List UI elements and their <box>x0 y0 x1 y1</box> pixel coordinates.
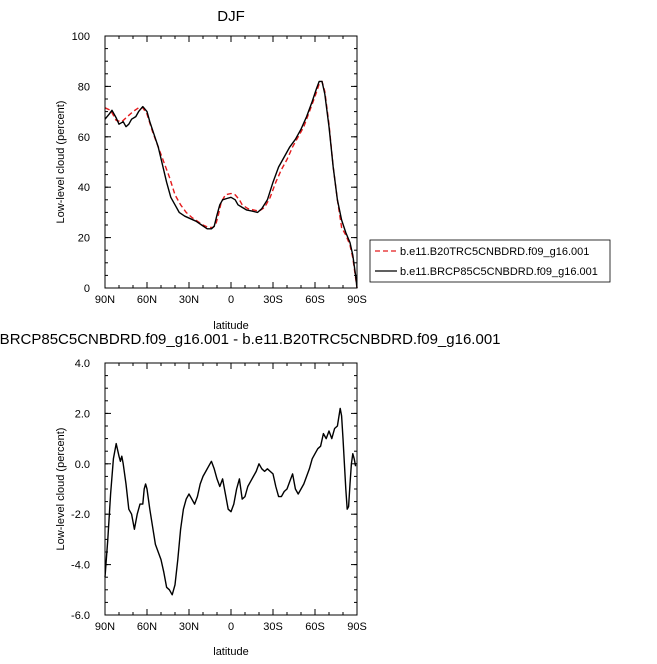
top-chart-ticks: 90N 60N 30N 0 30S 60S 90S 0 20 40 60 80 100 <box>72 31 367 306</box>
bottom-chart-xtick-label: 60N <box>137 621 157 633</box>
bottom-chart-ytick-label: 4.0 <box>75 358 90 370</box>
top-chart-series-line-2 <box>104 80 358 289</box>
bottom-chart-frame <box>104 362 358 616</box>
legend: b.e11.B20TRC5CNBDRD.f09_g16.001 b.e11.BR… <box>369 239 611 283</box>
top-chart-xtick-label: 60S <box>305 294 325 306</box>
bottom-chart-series-line-1 <box>104 407 357 596</box>
bottom-chart-ytick-label: -2.0 <box>71 509 90 521</box>
bottom-chart-ytick-label: -4.0 <box>71 560 90 572</box>
top-chart-ytick-label: 80 <box>78 81 90 93</box>
bottom-chart-panel: .BRCP85C5CNBDRD.f09_g16.001 - b.e11.B20T… <box>0 331 500 658</box>
top-chart-ytick-label: 60 <box>78 132 90 144</box>
bottom-chart-ticks: 90N 60N 30N 0 30S 60S 90S -6.0 -4.0 -2.0 0.0 2.0 4.0 <box>71 358 367 633</box>
top-chart-panel: DJF latitude Low-level cloud (percent) 9… <box>55 8 367 332</box>
bottom-chart-ytick-label: -6.0 <box>71 610 90 622</box>
bottom-chart-xtick-label: 30N <box>179 621 199 633</box>
bottom-chart-xtick-label: 30S <box>263 621 283 633</box>
bottom-chart-xtick-label: 90S <box>347 621 367 633</box>
bottom-chart-xlabel: latitude <box>213 646 248 658</box>
legend-box <box>369 239 611 283</box>
bottom-chart-ytick-label: 2.0 <box>75 408 90 420</box>
bottom-chart-title: .BRCP85C5CNBDRD.f09_g16.001 - b.e11.B20T… <box>0 331 500 348</box>
top-chart-ylabel: Low-level cloud (percent) <box>55 101 67 224</box>
top-chart-series-line-1 <box>104 80 358 289</box>
top-chart-ytick-label: 20 <box>78 233 90 245</box>
top-chart-xtick-label: 90S <box>347 294 367 306</box>
bottom-chart-series <box>104 407 357 596</box>
top-chart-title: DJF <box>217 8 245 25</box>
top-chart-ytick-label: 40 <box>78 182 90 194</box>
top-chart-series <box>104 80 358 289</box>
top-chart-xlabel: latitude <box>213 320 248 332</box>
bottom-chart-xtick-label: 0 <box>228 621 234 633</box>
legend-label-series-2: b.e11.BRCP85C5CNBDRD.f09_g16.001 <box>400 266 598 278</box>
bottom-chart-ylabel: Low-level cloud (percent) <box>55 428 67 551</box>
top-chart-xtick-label: 60N <box>137 294 157 306</box>
bottom-chart-xtick-label: 90N <box>95 621 115 633</box>
top-chart-frame <box>104 35 358 289</box>
top-chart-xtick-label: 30N <box>179 294 199 306</box>
bottom-chart-xtick-label: 60S <box>305 621 325 633</box>
top-chart-ytick-label: 0 <box>84 283 90 295</box>
top-chart-ytick-label: 100 <box>72 31 90 43</box>
top-chart-xtick-label: 30S <box>263 294 283 306</box>
legend-label-series-1: b.e11.B20TRC5CNBDRD.f09_g16.001 <box>400 246 589 258</box>
bottom-chart-ytick-label: 0.0 <box>75 459 90 471</box>
top-chart-xtick-label: 0 <box>228 294 234 306</box>
top-chart-xtick-label: 90N <box>95 294 115 306</box>
